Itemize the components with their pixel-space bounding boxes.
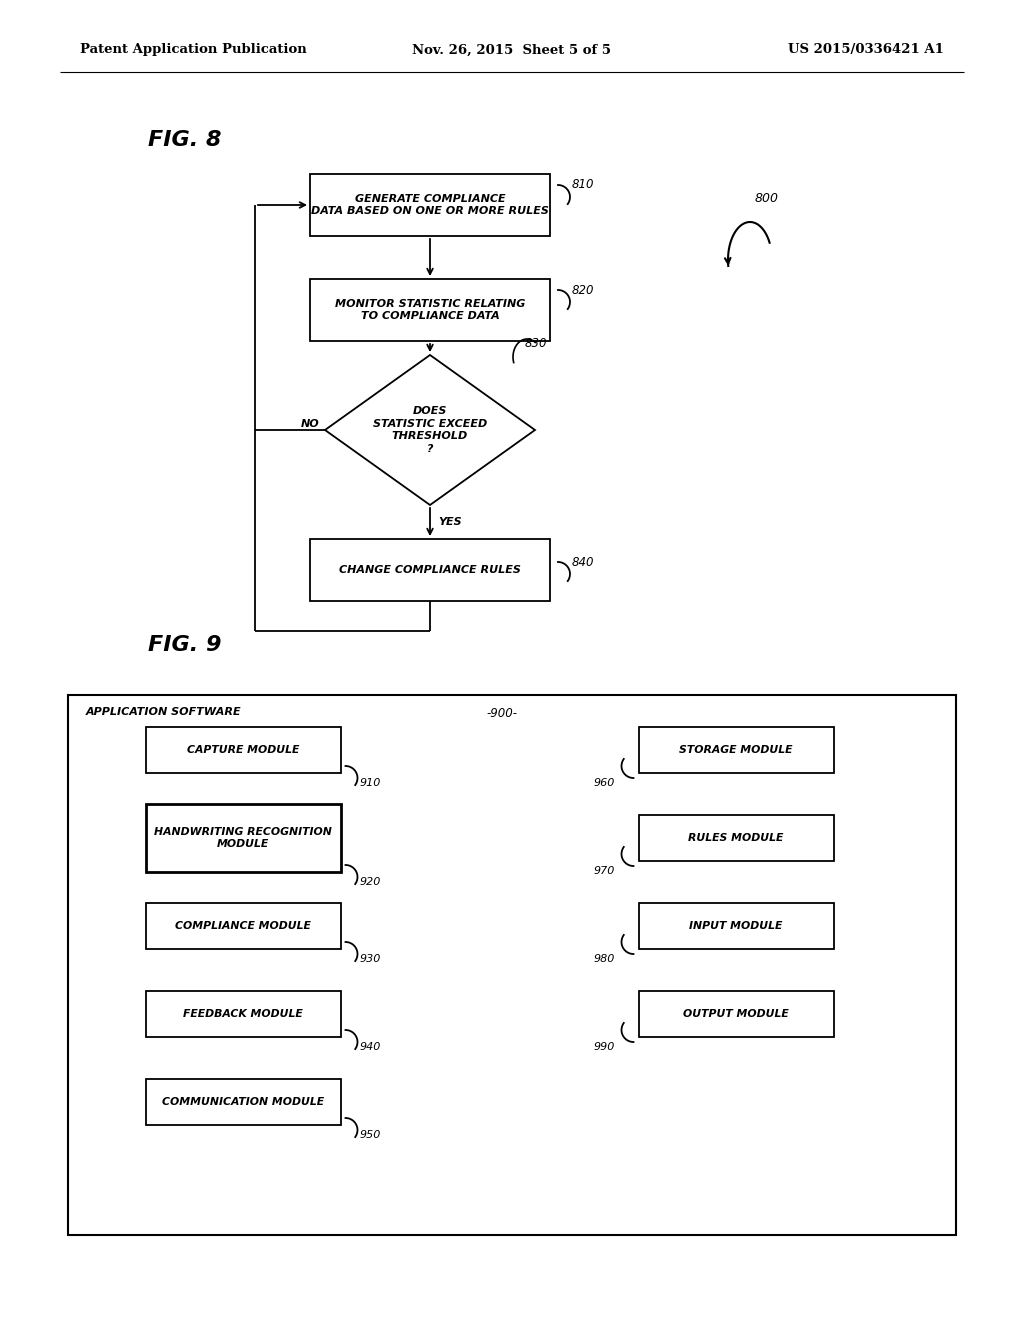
Text: Patent Application Publication: Patent Application Publication <box>80 44 307 57</box>
Text: COMMUNICATION MODULE: COMMUNICATION MODULE <box>162 1097 324 1107</box>
Bar <box>68 696 956 1236</box>
Text: 800: 800 <box>755 191 779 205</box>
Bar <box>145 727 341 774</box>
Text: 960: 960 <box>594 777 614 788</box>
Bar <box>639 814 834 861</box>
Text: DOES
STATISTIC EXCEED
THRESHOLD
?: DOES STATISTIC EXCEED THRESHOLD ? <box>373 407 487 454</box>
Text: STORAGE MODULE: STORAGE MODULE <box>679 744 793 755</box>
Bar <box>639 727 834 774</box>
Bar <box>310 279 550 341</box>
Bar <box>145 804 341 873</box>
Text: NO: NO <box>301 418 319 429</box>
Text: -900-: -900- <box>486 708 517 719</box>
Text: 920: 920 <box>359 876 381 887</box>
Text: 820: 820 <box>572 284 595 297</box>
Text: GENERATE COMPLIANCE
DATA BASED ON ONE OR MORE RULES: GENERATE COMPLIANCE DATA BASED ON ONE OR… <box>311 194 549 216</box>
Text: CHANGE COMPLIANCE RULES: CHANGE COMPLIANCE RULES <box>339 565 521 576</box>
Bar <box>145 1078 341 1125</box>
Text: 990: 990 <box>594 1041 614 1052</box>
Text: 930: 930 <box>359 954 381 964</box>
Text: FIG. 8: FIG. 8 <box>148 129 221 150</box>
Text: 840: 840 <box>572 556 595 569</box>
Text: 910: 910 <box>359 777 381 788</box>
Text: CAPTURE MODULE: CAPTURE MODULE <box>186 744 299 755</box>
Bar <box>310 174 550 236</box>
Text: 940: 940 <box>359 1041 381 1052</box>
Text: Nov. 26, 2015  Sheet 5 of 5: Nov. 26, 2015 Sheet 5 of 5 <box>413 44 611 57</box>
Text: 970: 970 <box>594 866 614 876</box>
Text: 980: 980 <box>594 954 614 964</box>
Bar <box>639 991 834 1038</box>
Text: YES: YES <box>438 517 462 527</box>
Bar <box>639 903 834 949</box>
Bar <box>145 903 341 949</box>
Text: 950: 950 <box>359 1130 381 1140</box>
Text: MONITOR STATISTIC RELATING
TO COMPLIANCE DATA: MONITOR STATISTIC RELATING TO COMPLIANCE… <box>335 298 525 321</box>
Text: RULES MODULE: RULES MODULE <box>688 833 783 843</box>
Text: HANDWRITING RECOGNITION
MODULE: HANDWRITING RECOGNITION MODULE <box>154 826 332 849</box>
Text: 810: 810 <box>572 178 595 191</box>
Text: INPUT MODULE: INPUT MODULE <box>689 921 782 931</box>
Text: OUTPUT MODULE: OUTPUT MODULE <box>683 1008 788 1019</box>
Bar <box>145 991 341 1038</box>
Text: APPLICATION SOFTWARE: APPLICATION SOFTWARE <box>86 708 242 717</box>
Bar <box>310 539 550 601</box>
Text: FEEDBACK MODULE: FEEDBACK MODULE <box>183 1008 303 1019</box>
Text: COMPLIANCE MODULE: COMPLIANCE MODULE <box>175 921 311 931</box>
Text: FIG. 9: FIG. 9 <box>148 635 221 655</box>
Text: 830: 830 <box>525 337 548 350</box>
Polygon shape <box>325 355 535 506</box>
Text: US 2015/0336421 A1: US 2015/0336421 A1 <box>788 44 944 57</box>
